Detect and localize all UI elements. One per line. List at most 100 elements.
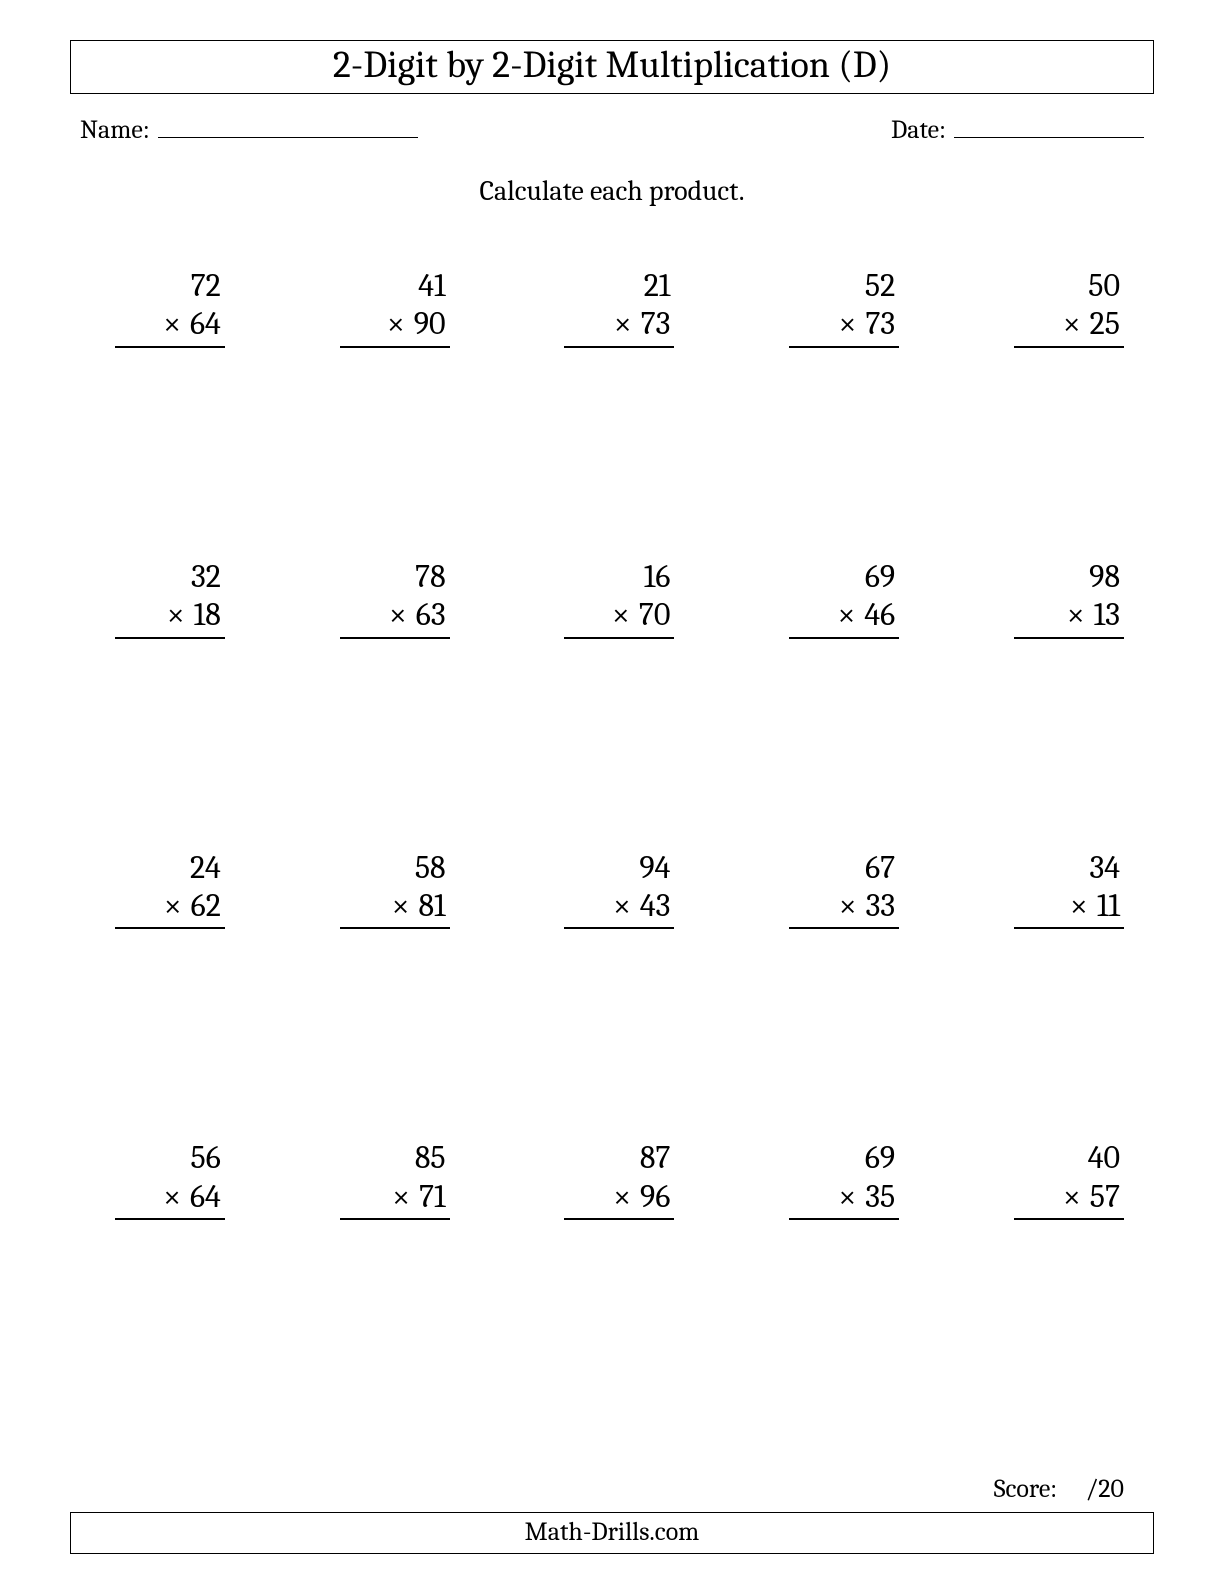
multiplicand: 34 [1014, 849, 1124, 887]
date-label: Date: [891, 115, 946, 145]
multiplier: 35 [858, 1178, 895, 1215]
times-icon: × [163, 1178, 181, 1215]
name-input-line[interactable] [158, 114, 418, 138]
problem-9: 69× 46 [789, 558, 899, 639]
multiplier: 46 [857, 596, 895, 633]
multiplier: 64 [183, 1178, 221, 1215]
multiplier: 11 [1090, 887, 1120, 924]
problem-10: 98× 13 [1014, 558, 1124, 639]
multiplier: 90 [407, 305, 446, 342]
name-date-row: Name: Date: [70, 114, 1154, 145]
multiplicand: 78 [340, 558, 450, 596]
problem-15: 34× 11 [1014, 849, 1124, 930]
multiplier-row: × 25 [1014, 305, 1124, 347]
multiplier-row: × 33 [789, 887, 899, 929]
multiplier-row: × 64 [115, 305, 225, 347]
times-icon: × [392, 1178, 410, 1215]
multiplicand: 72 [115, 267, 225, 305]
multiplier-row: × 70 [564, 596, 674, 638]
problem-1: 72× 64 [115, 267, 225, 348]
multiplicand: 32 [115, 558, 225, 596]
problem-16: 56× 64 [115, 1139, 225, 1220]
instruction-text: Calculate each product. [70, 175, 1154, 207]
problem-13: 94× 43 [564, 849, 674, 930]
multiplier-row: × 63 [340, 596, 450, 638]
times-icon: × [1063, 305, 1081, 342]
multiplier: 73 [634, 305, 671, 342]
multiplicand: 52 [789, 267, 899, 305]
multiplier: 64 [183, 305, 221, 342]
problem-7: 78× 63 [340, 558, 450, 639]
times-icon: × [614, 305, 632, 342]
multiplier: 81 [411, 887, 445, 924]
multiplicand: 21 [564, 267, 674, 305]
multiplier: 62 [184, 887, 221, 924]
multiplier-row: × 81 [340, 887, 450, 929]
problem-12: 58× 81 [340, 849, 450, 930]
score-total: /20 [1086, 1474, 1124, 1504]
multiplier: 43 [633, 887, 671, 924]
multiplicand: 50 [1014, 267, 1124, 305]
times-icon: × [839, 887, 857, 924]
problem-4: 52× 73 [789, 267, 899, 348]
times-icon: × [163, 305, 181, 342]
multiplicand: 85 [340, 1139, 450, 1177]
multiplicand: 24 [115, 849, 225, 887]
multiplicand: 69 [789, 558, 899, 596]
multiplier-row: × 90 [340, 305, 450, 347]
problems-grid: 72× 6441× 9021× 7352× 7350× 2532× 1878× … [70, 267, 1154, 1220]
multiplier: 18 [187, 596, 221, 633]
multiplicand: 69 [789, 1139, 899, 1177]
multiplier: 25 [1083, 305, 1120, 342]
problem-14: 67× 33 [789, 849, 899, 930]
name-group: Name: [80, 114, 418, 145]
multiplicand: 58 [340, 849, 450, 887]
multiplier-row: × 35 [789, 1178, 899, 1220]
multiplier-row: × 46 [789, 596, 899, 638]
times-icon: × [613, 1178, 631, 1215]
multiplicand: 56 [115, 1139, 225, 1177]
worksheet-title: 2-Digit by 2-Digit Multiplication (D) [333, 43, 891, 87]
times-icon: × [838, 596, 856, 633]
problem-3: 21× 73 [564, 267, 674, 348]
multiplier-row: × 73 [789, 305, 899, 347]
times-icon: × [613, 887, 631, 924]
problem-6: 32× 18 [115, 558, 225, 639]
times-icon: × [389, 596, 407, 633]
times-icon: × [167, 596, 185, 633]
multiplier: 57 [1083, 1178, 1120, 1215]
times-icon: × [839, 305, 857, 342]
problem-2: 41× 90 [340, 267, 450, 348]
date-group: Date: [891, 114, 1144, 145]
multiplier-row: × 96 [564, 1178, 674, 1220]
problem-11: 24× 62 [115, 849, 225, 930]
times-icon: × [164, 887, 182, 924]
footer-text: Math-Drills.com [525, 1517, 700, 1547]
times-icon: × [838, 1178, 856, 1215]
score-label: Score: [994, 1474, 1057, 1504]
times-icon: × [387, 305, 405, 342]
problem-17: 85× 71 [340, 1139, 450, 1220]
multiplicand: 41 [340, 267, 450, 305]
multiplier-row: × 62 [115, 887, 225, 929]
title-box: 2-Digit by 2-Digit Multiplication (D) [70, 40, 1154, 94]
times-icon: × [612, 596, 630, 633]
problem-18: 87× 96 [564, 1139, 674, 1220]
multiplicand: 98 [1014, 558, 1124, 596]
multiplier-row: × 11 [1014, 887, 1124, 929]
problem-8: 16× 70 [564, 558, 674, 639]
multiplier-row: × 18 [115, 596, 225, 638]
multiplier-row: × 43 [564, 887, 674, 929]
multiplicand: 40 [1014, 1139, 1124, 1177]
problem-5: 50× 25 [1014, 267, 1124, 348]
multiplier-row: × 64 [115, 1178, 225, 1220]
multiplier-row: × 73 [564, 305, 674, 347]
date-input-line[interactable] [954, 114, 1144, 138]
problem-19: 69× 35 [789, 1139, 899, 1220]
times-icon: × [392, 887, 410, 924]
multiplier-row: × 13 [1014, 596, 1124, 638]
multiplier: 73 [858, 305, 895, 342]
times-icon: × [1070, 887, 1088, 924]
multiplier: 71 [412, 1178, 446, 1215]
times-icon: × [1067, 596, 1085, 633]
